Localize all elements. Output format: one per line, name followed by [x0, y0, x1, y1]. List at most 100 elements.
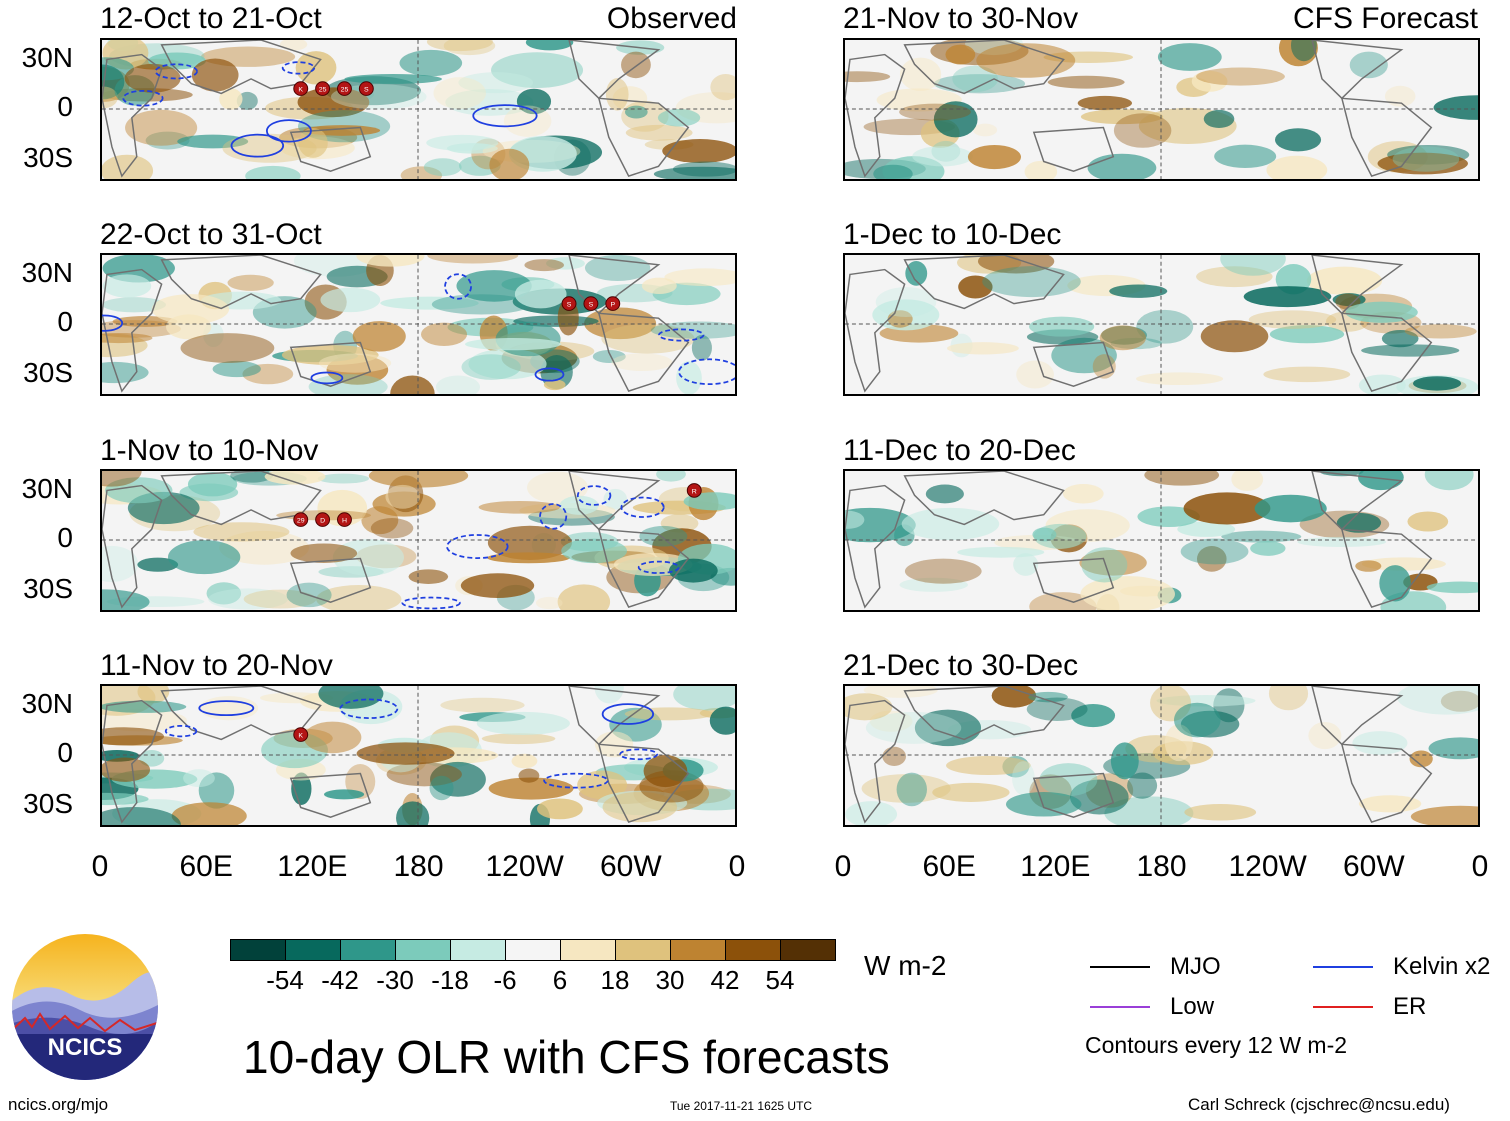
forecast-map-4	[843, 684, 1480, 827]
colorbar-swatch	[615, 939, 671, 961]
olr-anomaly-blob	[973, 123, 998, 137]
olr-anomaly-blob	[691, 334, 712, 361]
olr-anomaly-blob	[219, 88, 243, 110]
olr-anomaly-blob	[1349, 51, 1388, 79]
x-tick-label: 180	[1136, 850, 1187, 883]
contour-note: Contours every 12 W m-2	[1085, 1032, 1348, 1058]
olr-anomaly-blob	[193, 522, 290, 542]
olr-field: 29 D H R	[102, 471, 735, 610]
olr-anomaly-blob	[945, 44, 976, 65]
x-tick-label: 0	[834, 850, 852, 883]
olr-anomaly-blob	[102, 86, 118, 109]
olr-anomaly-blob	[1109, 284, 1168, 298]
olr-anomaly-blob	[1062, 484, 1104, 504]
legend-kelvin-line	[1313, 966, 1373, 968]
olr-anomaly-blob	[290, 543, 358, 563]
olr-anomaly-blob	[399, 49, 463, 77]
olr-anomaly-blob	[1104, 796, 1194, 825]
timestamp: Tue 2017-11-21 1625 UTC	[670, 1099, 813, 1113]
olr-anomaly-blob	[503, 105, 552, 137]
olr-anomaly-blob	[933, 101, 978, 138]
olr-anomaly-blob	[427, 255, 519, 264]
coastline	[289, 772, 372, 818]
forecast-map-1	[843, 38, 1480, 181]
panel-title: 21-Dec to 30-Dec	[843, 649, 1079, 682]
olr-anomaly-blob	[1191, 70, 1228, 92]
olr-anomaly-blob	[625, 124, 693, 141]
coastline	[289, 126, 372, 172]
olr-anomaly-blob	[865, 711, 962, 744]
olr-anomaly-blob	[1080, 576, 1176, 610]
olr-anomaly-blob	[1336, 512, 1382, 533]
olr-anomaly-blob	[208, 588, 289, 610]
legend-kelvin-label: Kelvin x2	[1393, 953, 1491, 980]
coastline	[597, 528, 690, 608]
olr-anomaly-blob	[845, 693, 893, 721]
olr-anomaly-blob	[137, 557, 179, 572]
olr-anomaly-blob	[330, 84, 427, 110]
coastline	[102, 484, 163, 609]
olr-anomaly-blob	[1308, 721, 1342, 750]
panel-title: 1-Dec to 10-Dec	[843, 218, 1062, 251]
olr-anomaly-blob	[611, 353, 673, 372]
colorbar-swatch	[395, 939, 451, 961]
olr-anomaly-blob	[876, 88, 962, 112]
olr-anomaly-blob	[1266, 155, 1328, 179]
source-url: ncics.org/mjo	[8, 1095, 109, 1114]
olr-anomaly-blob	[476, 711, 570, 735]
olr-anomaly-blob	[433, 77, 486, 110]
olr-anomaly-blob	[245, 165, 301, 179]
olr-anomaly-blob	[536, 798, 583, 820]
kelvin-contour	[446, 534, 509, 559]
olr-anomaly-blob	[303, 721, 362, 754]
olr-anomaly-blob	[151, 294, 230, 325]
olr-anomaly-blob	[1231, 471, 1264, 492]
olr-anomaly-blob	[380, 296, 479, 310]
olr-anomaly-blob	[952, 65, 999, 93]
coastline	[1311, 686, 1404, 746]
storm-marker: K	[293, 81, 309, 96]
olr-anomaly-blob	[179, 483, 239, 502]
logo-text: NCICS	[48, 1034, 123, 1061]
coastline	[160, 686, 322, 741]
kelvin-contour	[539, 503, 568, 530]
coastline	[1340, 743, 1433, 823]
olr-anomaly-blob	[308, 374, 388, 394]
coastline	[1340, 312, 1433, 392]
storm-marker-label: R	[692, 488, 697, 495]
figure-title: 10-day OLR with CFS forecasts	[243, 1031, 890, 1083]
x-tick-label: 120W	[1228, 850, 1307, 883]
olr-anomaly-blob	[408, 569, 449, 584]
olr-anomaly-blob	[1180, 538, 1249, 565]
y-tick-label: 30S	[23, 573, 73, 604]
olr-anomaly-blob	[297, 87, 370, 118]
colorbar-swatch	[340, 939, 396, 961]
olr-anomaly-blob	[873, 164, 913, 179]
olr-anomaly-blob	[901, 507, 1000, 541]
olr-anomaly-blob	[845, 510, 865, 529]
olr-anomaly-blob	[1077, 95, 1132, 111]
olr-anomaly-blob	[102, 361, 149, 384]
forecast-map-3	[843, 469, 1480, 612]
olr-anomaly-blob	[584, 307, 657, 340]
storm-marker: R	[686, 483, 702, 498]
olr-anomaly-blob	[429, 775, 454, 801]
colorbar-label: 42	[710, 965, 740, 995]
observed-map-1: K 25 25 S	[100, 38, 737, 181]
storm-marker-label: H	[342, 518, 347, 525]
olr-anomaly-blob	[1087, 153, 1157, 179]
olr-anomaly-blob	[905, 261, 928, 286]
kelvin-contour	[230, 133, 285, 158]
olr-anomaly-blob	[316, 585, 402, 610]
olr-anomaly-blob	[386, 762, 462, 787]
olr-anomaly-blob	[1184, 804, 1257, 821]
olr-anomaly-blob	[946, 755, 1031, 776]
colorbar-label: -42	[321, 965, 359, 995]
olr-anomaly-blob	[458, 72, 534, 94]
storm-marker: 25	[337, 81, 352, 96]
x-tick-label: 0	[728, 850, 746, 883]
coastline	[102, 53, 163, 178]
storm-marker-label: 25	[341, 87, 349, 94]
